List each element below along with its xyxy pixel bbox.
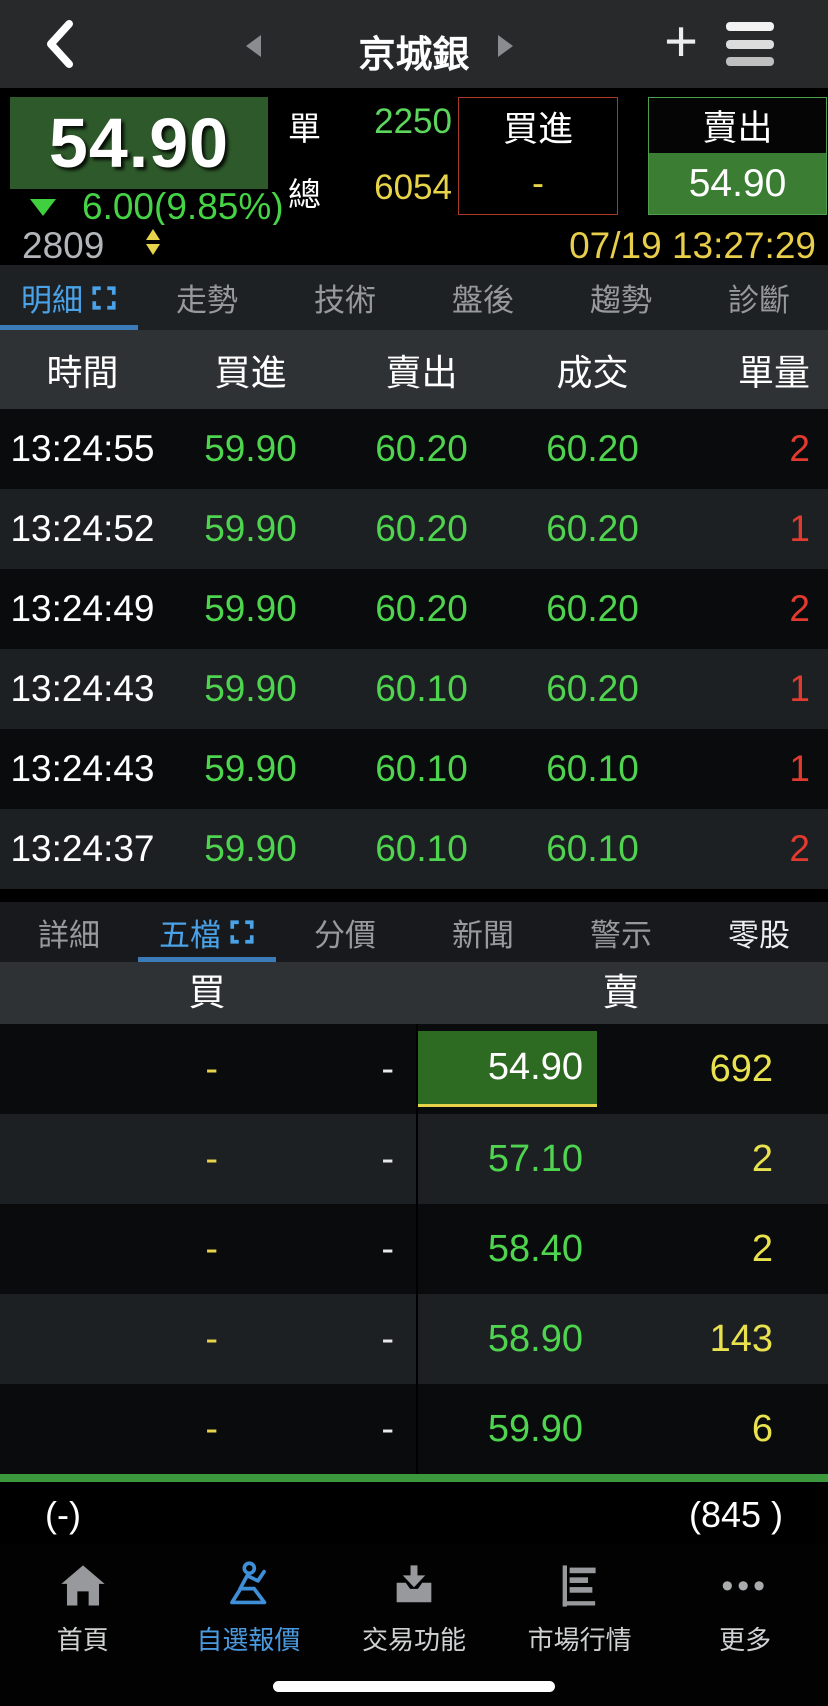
- depth-header: 買 賣: [0, 962, 828, 1024]
- tab-technical[interactable]: 技術: [314, 283, 376, 318]
- section-spacer: [0, 889, 828, 902]
- tab-odd-lot[interactable]: 零股: [728, 917, 790, 953]
- quote-datetime: 07/19 13:27:29: [569, 225, 816, 266]
- table-row[interactable]: 13:24:37 59.90 60.10 60.10 2: [0, 809, 828, 889]
- page-title: 京城銀: [358, 34, 470, 75]
- tab-momentum[interactable]: 趨勢: [590, 283, 652, 318]
- tab-news[interactable]: 新聞: [452, 917, 514, 953]
- depth-sell-header: 賣: [602, 972, 640, 1013]
- depth-divider: [416, 1114, 418, 1204]
- depth-divider: [416, 1384, 418, 1474]
- col-ask: 賣出: [385, 351, 458, 393]
- tab-detail-ticks[interactable]: 明細: [0, 265, 138, 330]
- col-time: 時間: [46, 351, 119, 393]
- table-row[interactable]: 13:24:55 59.90 60.20 60.20 2: [0, 409, 828, 489]
- nav-market-quotes[interactable]: 市場行情: [497, 1544, 663, 1706]
- total-ask-volume: (845 ): [688, 1494, 783, 1535]
- buy-quote-box[interactable]: 買進 -: [458, 97, 618, 215]
- total-bid-volume: (-): [45, 1494, 81, 1535]
- expand-icon: [230, 920, 254, 944]
- top-navbar: 京城銀 +: [0, 0, 828, 88]
- prev-stock-arrow-icon[interactable]: [246, 35, 261, 57]
- single-volume-value: 2250: [374, 102, 452, 141]
- col-qty: 單量: [737, 351, 810, 393]
- depth-divider: [416, 1204, 418, 1294]
- tab-price-volume[interactable]: 分價: [314, 917, 376, 953]
- nav-more[interactable]: ••• 更多: [662, 1544, 828, 1706]
- next-stock-arrow-icon[interactable]: [498, 35, 513, 57]
- add-button[interactable]: +: [664, 9, 698, 74]
- tab-details[interactable]: 詳細: [38, 917, 100, 953]
- bottom-navbar: 首頁 自選報價: [0, 1544, 828, 1706]
- depth-divider: [416, 1294, 418, 1384]
- depth-footer: (-) (845 ): [0, 1482, 828, 1544]
- hamburger-menu-icon[interactable]: [726, 22, 774, 66]
- col-deal: 成交: [556, 351, 629, 393]
- detail-table-body: 13:24:55 59.90 60.20 60.20 2 13:24:52 59…: [0, 409, 828, 889]
- sell-quote-box[interactable]: 賣出 54.90: [648, 97, 827, 215]
- nav-watchlist-quotes[interactable]: 自選報價: [166, 1544, 332, 1706]
- sell-value: 54.90: [649, 153, 826, 214]
- title-group: 京城銀: [0, 0, 828, 88]
- quote-section: 54.90 6.00(9.85%) 單 2250 總 6054 買進 - 賣出 …: [0, 88, 828, 227]
- home-indicator[interactable]: [273, 1681, 555, 1692]
- last-price: 54.90: [48, 104, 230, 182]
- total-volume-value: 6054: [374, 168, 452, 207]
- depth-row[interactable]: - - 59.90 6: [0, 1384, 828, 1474]
- change-row: 6.00(9.85%): [12, 186, 372, 227]
- col-bid: 買進: [214, 351, 287, 393]
- chevron-left-icon: [46, 19, 74, 69]
- more-dots-icon: •••: [721, 1567, 770, 1605]
- down-triangle-icon: [30, 198, 56, 216]
- tab-trend[interactable]: 走勢: [176, 283, 238, 318]
- depth-buy-header: 買: [188, 972, 226, 1013]
- sell-label: 賣出: [649, 98, 826, 153]
- last-price-box: 54.90: [10, 97, 268, 189]
- nav-trade-functions[interactable]: 交易功能: [331, 1544, 497, 1706]
- market-chart-icon: [552, 1558, 608, 1614]
- tab-alerts[interactable]: 警示: [590, 917, 652, 953]
- secondary-tabbar: 詳細 五檔 分價 新聞 警示 零股: [0, 902, 828, 962]
- depth-row[interactable]: - - 58.90 143: [0, 1294, 828, 1384]
- back-button[interactable]: [38, 18, 82, 70]
- table-row[interactable]: 13:24:52 59.90 60.20 60.20 1: [0, 489, 828, 569]
- sell-ratio-bar: [0, 1474, 828, 1482]
- active-tab-underline: [0, 325, 138, 330]
- detail-table-header: 時間 買進 賣出 成交 單量: [0, 330, 828, 409]
- best-ask-price: 54.90: [418, 1031, 597, 1107]
- table-row[interactable]: 13:24:49 59.90 60.20 60.20 2: [0, 569, 828, 649]
- stock-code: 2809: [22, 225, 105, 266]
- price-change: 6.00(9.85%): [82, 186, 284, 227]
- depth-table: - - 54.90 692 - - 57.10 2 - - 58.40 2 - …: [0, 1024, 828, 1474]
- updown-arrows-icon: [146, 229, 160, 255]
- home-icon: [55, 1558, 111, 1614]
- depth-row[interactable]: - - 57.10 2: [0, 1114, 828, 1204]
- depth-divider: [416, 1024, 418, 1114]
- tab-five-levels[interactable]: 五檔: [138, 902, 276, 962]
- total-volume-label: 總: [288, 176, 321, 213]
- table-row[interactable]: 13:24:43 59.90 60.10 60.20 1: [0, 649, 828, 729]
- nav-home[interactable]: 首頁: [0, 1544, 166, 1706]
- tab-diagnosis[interactable]: 診斷: [728, 283, 790, 318]
- table-row[interactable]: 13:24:43 59.90 60.10 60.10 1: [0, 729, 828, 809]
- buy-value: -: [532, 162, 544, 203]
- single-volume-label: 單: [288, 110, 321, 147]
- buy-label: 買進: [502, 109, 573, 149]
- depth-row[interactable]: - - 58.40 2: [0, 1204, 828, 1294]
- primary-tabbar: 明細 走勢 技術 盤後 趨勢 診斷: [0, 265, 828, 330]
- depth-row[interactable]: - - 54.90 692: [0, 1024, 828, 1114]
- watchlist-person-icon: [220, 1558, 276, 1614]
- code-row: 2809 07/19 13:27:29: [0, 225, 828, 266]
- tab-afterhours[interactable]: 盤後: [452, 283, 514, 318]
- trade-tray-icon: [386, 1558, 442, 1614]
- active-tab-underline: [138, 957, 276, 962]
- expand-icon: [92, 285, 116, 310]
